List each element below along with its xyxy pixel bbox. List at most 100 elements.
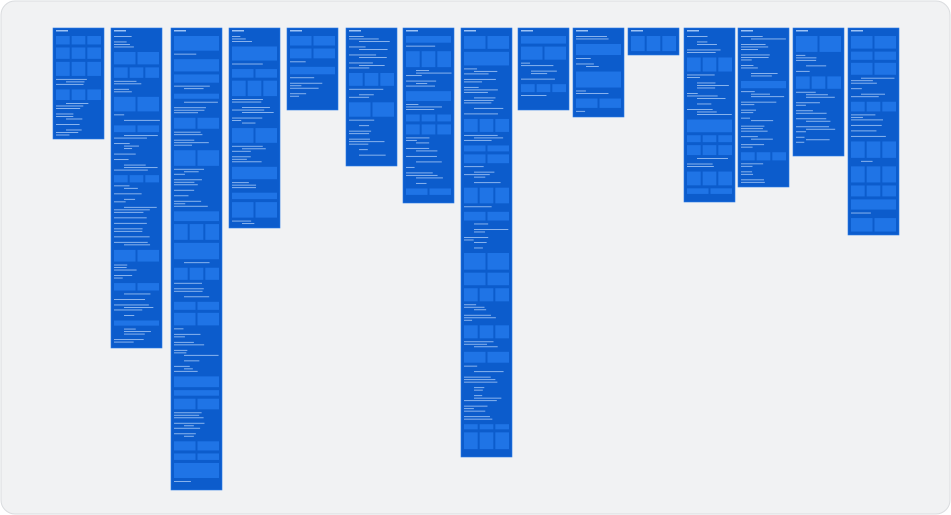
content-block (174, 462, 219, 478)
content-block (205, 267, 219, 280)
artboard-header (56, 30, 68, 32)
text-line (114, 83, 142, 85)
artboard-header (796, 30, 808, 32)
text-line (232, 220, 252, 222)
text-line (697, 87, 716, 89)
content-block (464, 36, 486, 49)
text-line (124, 119, 160, 121)
artboard[interactable] (737, 27, 790, 188)
text-line (174, 417, 204, 419)
text-line (576, 93, 609, 94)
text-line (232, 182, 249, 184)
content-block (174, 390, 219, 396)
text-line (416, 182, 427, 184)
text-line (751, 75, 772, 77)
text-line (232, 36, 241, 37)
text-line (796, 131, 806, 133)
text-line (349, 38, 379, 40)
artboard[interactable] (627, 27, 680, 56)
artboard[interactable] (792, 27, 845, 157)
content-block (137, 283, 159, 291)
content-block (521, 84, 535, 93)
text-line (474, 247, 483, 249)
text-line (464, 376, 491, 378)
text-line (697, 82, 716, 84)
text-line (464, 237, 489, 238)
content-block (495, 288, 509, 302)
text-line (124, 307, 154, 308)
text-line (741, 125, 765, 127)
artboard[interactable] (170, 27, 223, 491)
text-line (521, 65, 554, 67)
artboard[interactable] (228, 27, 281, 229)
text-line (741, 171, 753, 173)
text-line (697, 158, 728, 159)
text-line (174, 112, 199, 114)
content-block (197, 312, 219, 326)
content-block (232, 80, 246, 97)
text-line (174, 352, 187, 354)
artboard[interactable] (345, 27, 398, 167)
artboard[interactable] (402, 27, 455, 204)
text-line (124, 198, 136, 200)
text-line (174, 344, 205, 346)
content-block (255, 128, 277, 143)
content-block (263, 80, 277, 97)
text-line (806, 120, 831, 122)
content-block (874, 62, 896, 75)
text-line (124, 328, 136, 330)
content-block (349, 73, 363, 86)
text-line (851, 119, 884, 121)
text-line (741, 67, 758, 69)
content-block (205, 224, 219, 240)
content-block (576, 71, 621, 88)
artboard[interactable] (517, 27, 570, 111)
content-block (544, 46, 566, 60)
content-block (866, 166, 881, 183)
text-line (796, 118, 827, 120)
content-block (87, 47, 101, 59)
text-line (741, 165, 753, 167)
text-line (576, 58, 591, 59)
text-line (114, 169, 148, 171)
text-line (232, 184, 257, 186)
content-block (687, 57, 701, 72)
text-line (174, 184, 198, 186)
artboard[interactable] (110, 27, 163, 349)
content-block (197, 117, 219, 129)
content-block (646, 36, 661, 52)
content-block (437, 51, 451, 68)
text-line (174, 144, 193, 146)
content-block (464, 187, 478, 204)
text-line (184, 101, 218, 103)
text-line (464, 239, 474, 241)
text-line (751, 120, 774, 122)
artboard[interactable] (847, 27, 900, 236)
text-line (232, 41, 252, 42)
content-block (71, 61, 86, 76)
text-line (232, 99, 263, 100)
text-line (174, 168, 205, 170)
content-block (741, 81, 786, 89)
text-line (741, 144, 765, 146)
text-line (796, 141, 805, 143)
text-line (124, 164, 146, 166)
content-block (487, 253, 509, 270)
text-line (464, 306, 485, 308)
artboard[interactable] (460, 27, 513, 458)
text-line (416, 72, 452, 74)
text-line (851, 88, 862, 90)
text-line (464, 174, 490, 176)
text-line (359, 41, 390, 42)
text-line (416, 177, 443, 179)
text-line (349, 67, 370, 69)
content-block (174, 242, 219, 260)
artboard[interactable] (52, 27, 105, 140)
artboard[interactable] (683, 27, 736, 203)
text-line (290, 87, 319, 89)
artboard[interactable] (572, 27, 625, 118)
artboard[interactable] (286, 27, 339, 111)
text-line (464, 365, 478, 367)
content-block (137, 52, 159, 65)
